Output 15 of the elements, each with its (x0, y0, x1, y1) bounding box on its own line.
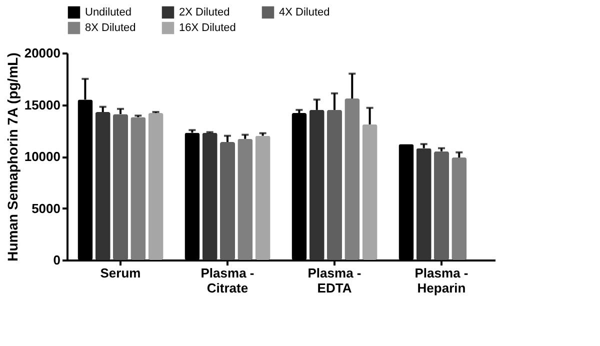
legend-label: 16X Diluted (179, 22, 236, 34)
x-tick-label: Plasma - EDTA (308, 266, 362, 296)
legend-label: 8X Diluted (85, 22, 136, 34)
legend-label: 4X Diluted (279, 6, 330, 18)
x-tick-label: Plasma - Heparin (414, 266, 468, 296)
x-tick-label: Serum (100, 266, 141, 280)
legend-label: 2X Diluted (179, 6, 230, 18)
y-tick-label: 10000 (24, 149, 60, 164)
y-axis-title: Human Semaphorin 7A (pg/mL) (4, 52, 20, 262)
y-tick-label: 20000 (24, 46, 60, 60)
y-tick-label: 5000 (32, 200, 60, 216)
y-tick-label: 15000 (24, 97, 60, 112)
legend-label: Undiluted (85, 6, 132, 18)
y-tick-label: 0 (53, 252, 60, 268)
x-tick-label: Plasma - Citrate (200, 266, 254, 296)
